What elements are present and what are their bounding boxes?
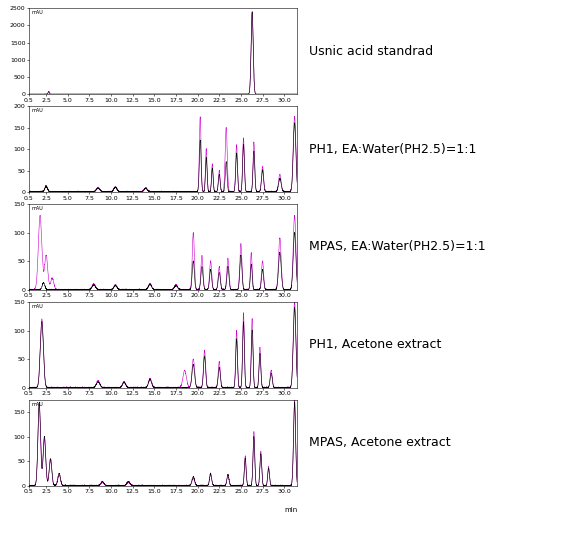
Text: mAU: mAU (32, 206, 43, 211)
Text: mAU: mAU (32, 10, 43, 15)
Text: Usnic acid standrad: Usnic acid standrad (309, 45, 433, 58)
Text: MPAS, EA:Water(PH2.5)=1:1: MPAS, EA:Water(PH2.5)=1:1 (309, 240, 485, 254)
Text: PH1, EA:Water(PH2.5)=1:1: PH1, EA:Water(PH2.5)=1:1 (309, 143, 476, 156)
Text: mAU: mAU (32, 108, 43, 113)
Text: mAU: mAU (32, 401, 43, 406)
Text: MPAS, Acetone extract: MPAS, Acetone extract (309, 436, 450, 449)
Text: PH1, Acetone extract: PH1, Acetone extract (309, 338, 441, 351)
Text: mAU: mAU (32, 304, 43, 308)
Text: min: min (284, 507, 297, 514)
